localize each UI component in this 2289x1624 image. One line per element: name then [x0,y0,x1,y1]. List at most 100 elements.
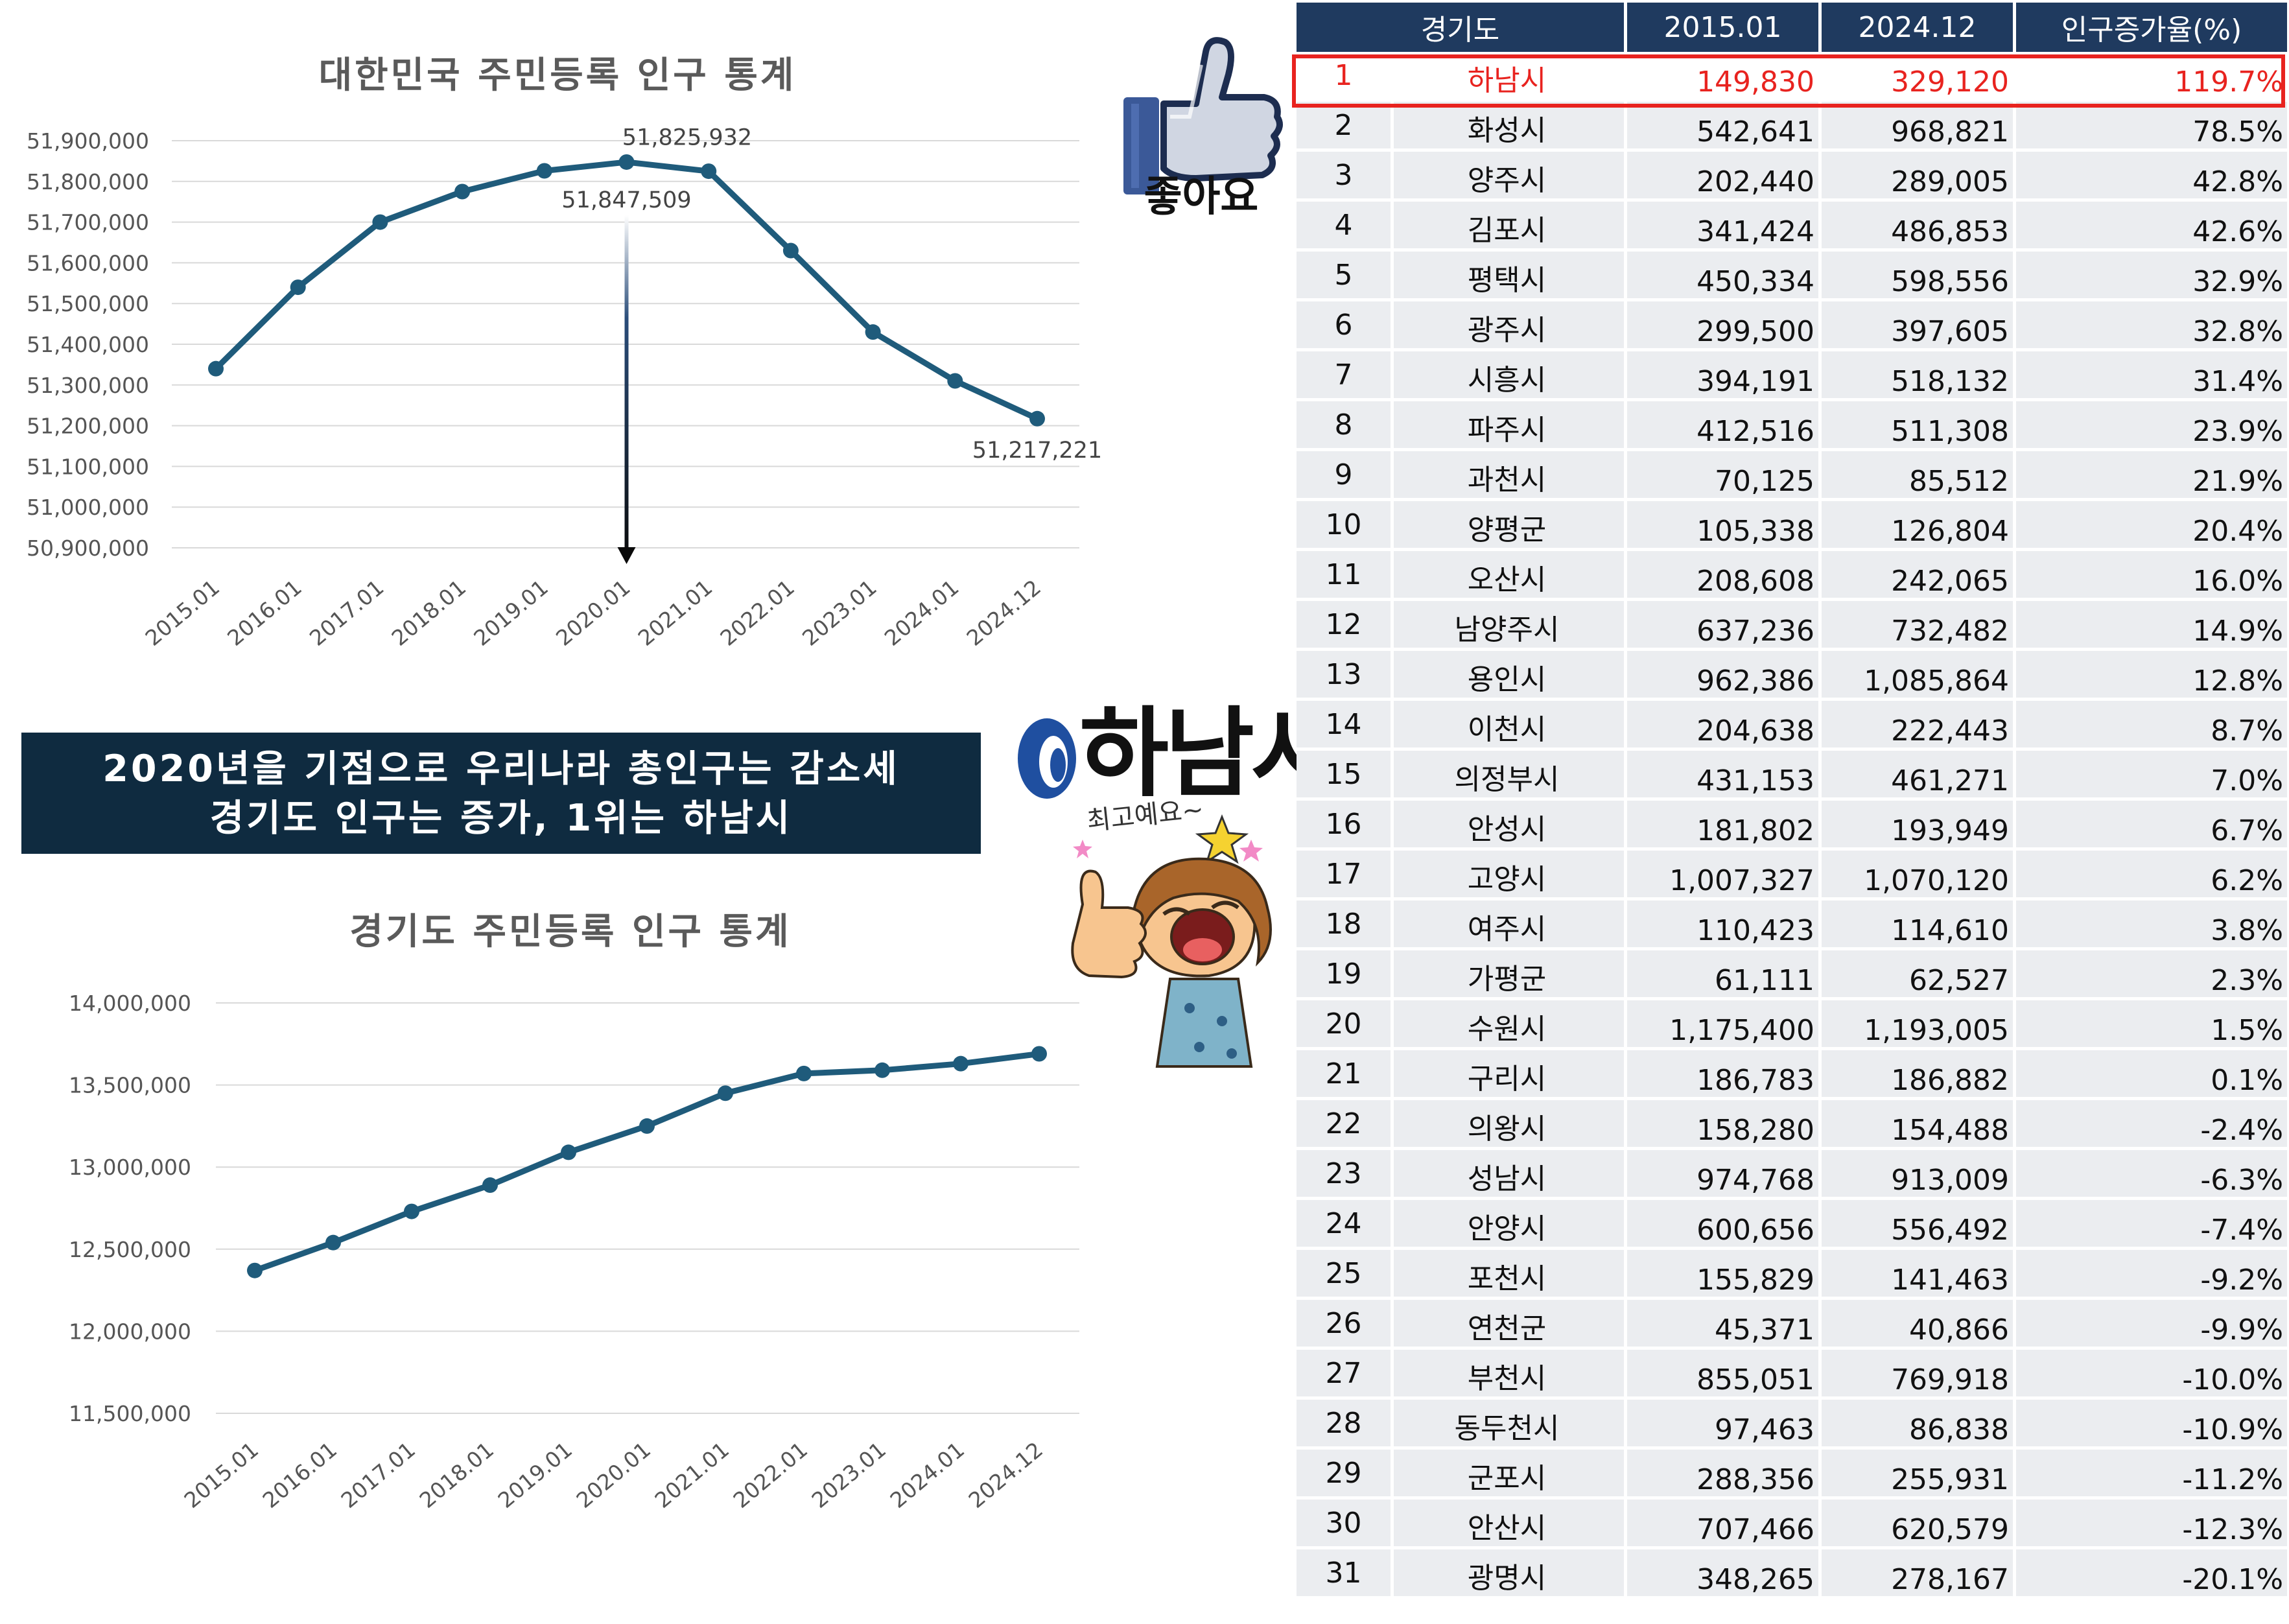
peak-arrow [617,215,636,564]
rank-cell: 1 [1297,52,1394,102]
gyeonggi-population-chart: 경기도 주민등록 인구 통계 14,000,000 13,500,000 13,00… [69,911,1079,1513]
pop-2024-cell: 511,308 [1822,401,2017,451]
pop-2015-cell: 158,280 [1627,1100,1822,1150]
banner-line-2: 경기도 인구는 증가, 1위는 하남시 [209,796,793,840]
table-row: 18 여주시 110,423 114,610 3.8% [1297,900,2288,950]
series-line [252,1051,1042,1274]
data-label: 51,825,932 [622,125,752,151]
table-row: 27 부천시 855,051 769,918 -10.0% [1297,1350,2288,1400]
rank-cell: 23 [1297,1150,1394,1200]
pop-2024-cell: 85,512 [1822,451,2017,501]
pop-2015-cell: 299,500 [1627,301,1822,351]
x-tick-label: 2016.01 [222,574,307,651]
city-cell: 가평군 [1394,950,1628,1000]
city-cell: 오산시 [1394,551,1628,601]
pop-2015-cell: 149,830 [1627,52,1822,102]
y-tick-label: 51,500,000 [27,291,149,316]
growth-rate-cell: 31.4% [2016,351,2288,401]
pop-2015-cell: 202,440 [1627,152,1822,202]
growth-rate-cell: -20.1% [2016,1549,2288,1599]
table-row: 19 가평군 61,111 62,527 2.3% [1297,950,2288,1000]
growth-rate-cell: 1.5% [2016,1000,2288,1050]
data-point [639,1118,655,1134]
y-tick-label: 12,000,000 [69,1319,191,1344]
pop-2024-cell: 255,931 [1822,1450,2017,1500]
city-cell: 성남시 [1394,1150,1628,1200]
pop-2015-cell: 394,191 [1627,351,1822,401]
growth-rate-cell: 23.9% [2016,401,2288,451]
city-cell: 파주시 [1394,401,1628,451]
growth-rate-cell: 20.4% [2016,501,2288,551]
city-cell: 포천시 [1394,1250,1628,1300]
pop-2024-cell: 1,070,120 [1822,851,2017,900]
city-cell: 군포시 [1394,1450,1628,1500]
column-header: 경기도 [1297,3,1628,52]
y-tick-label: 51,600,000 [27,250,149,276]
rank-cell: 27 [1297,1350,1394,1400]
y-tick-label: 13,000,000 [69,1155,191,1180]
y-tick-label: 11,500,000 [69,1401,191,1426]
city-cell: 의정부시 [1394,751,1628,801]
rank-cell: 6 [1297,301,1394,351]
chart-title: 대한민국 주민등록 인구 통계 [319,54,797,97]
pop-2024-cell: 397,605 [1822,301,2017,351]
pop-2024-cell: 278,167 [1822,1549,2017,1599]
x-tick-label: 2018.01 [415,1437,499,1513]
table-row: 5 평택시 450,334 598,556 32.9% [1297,252,2288,301]
rank-cell: 14 [1297,701,1394,751]
pop-2024-cell: 222,443 [1822,701,2017,751]
pop-2015-cell: 412,516 [1627,401,1822,451]
x-tick-label: 2015.01 [180,1437,264,1513]
table-row: 1 하남시 149,830 329,120 119.7% [1297,52,2288,102]
pop-2024-cell: 154,488 [1822,1100,2017,1150]
x-tick-label: 2024.01 [886,1437,970,1513]
column-header: 2015.01 [1627,3,1822,52]
column-header: 2024.12 [1822,3,2017,52]
x-tick-label: 2021.01 [650,1437,734,1513]
x-tick-label: 2024.01 [880,574,964,651]
x-tick-label: 2020.01 [551,574,635,651]
pop-2015-cell: 341,424 [1627,202,1822,252]
pop-2024-cell: 486,853 [1822,202,2017,252]
growth-rate-cell: 42.6% [2016,202,2288,252]
pop-2015-cell: 61,111 [1627,950,1822,1000]
rank-cell: 9 [1297,451,1394,501]
rank-cell: 2 [1297,102,1394,152]
table-row: 8 파주시 412,516 511,308 23.9% [1297,401,2288,451]
data-point [208,360,224,377]
table-row: 3 양주시 202,440 289,005 42.8% [1297,152,2288,202]
table-row: 23 성남시 974,768 913,009 -6.3% [1297,1150,2288,1200]
pop-2024-cell: 86,838 [1822,1400,2017,1450]
rank-cell: 31 [1297,1549,1394,1599]
pop-2024-cell: 518,132 [1822,351,2017,401]
city-cell: 구리시 [1394,1050,1628,1100]
data-point [482,1177,498,1194]
growth-rate-cell: -10.9% [2016,1400,2288,1450]
city-cell: 고양시 [1394,851,1628,900]
rank-cell: 3 [1297,152,1394,202]
rank-cell: 15 [1297,751,1394,801]
city-cell: 의왕시 [1394,1100,1628,1150]
pop-2015-cell: 208,608 [1627,551,1822,601]
rank-cell: 5 [1297,252,1394,301]
x-tick-label: 2020.01 [572,1437,656,1513]
city-cell: 안산시 [1394,1500,1628,1549]
growth-rate-cell: 3.8% [2016,900,2288,950]
pop-2024-cell: 461,271 [1822,751,2017,801]
data-point [618,154,635,170]
x-tick-label: 2024.12 [962,574,1046,651]
growth-rate-cell: 119.7% [2016,52,2288,102]
pop-2015-cell: 181,802 [1627,801,1822,851]
pop-2024-cell: 126,804 [1822,501,2017,551]
table-row: 15 의정부시 431,153 461,271 7.0% [1297,751,2288,801]
growth-rate-cell: 32.8% [2016,301,2288,351]
city-cell: 수원시 [1394,1000,1628,1050]
data-point [454,183,471,200]
pop-2015-cell: 637,236 [1627,601,1822,651]
headline-banner: 2020년을 기점으로 우리나라 총인구는 감소세 경기도 인구는 증가, 1위… [21,733,981,854]
data-point [404,1203,419,1219]
rank-cell: 11 [1297,551,1394,601]
table-row: 26 연천군 45,371 40,866 -9.9% [1297,1300,2288,1350]
y-tick-label: 51,300,000 [27,373,149,398]
city-cell: 안양시 [1394,1200,1628,1250]
